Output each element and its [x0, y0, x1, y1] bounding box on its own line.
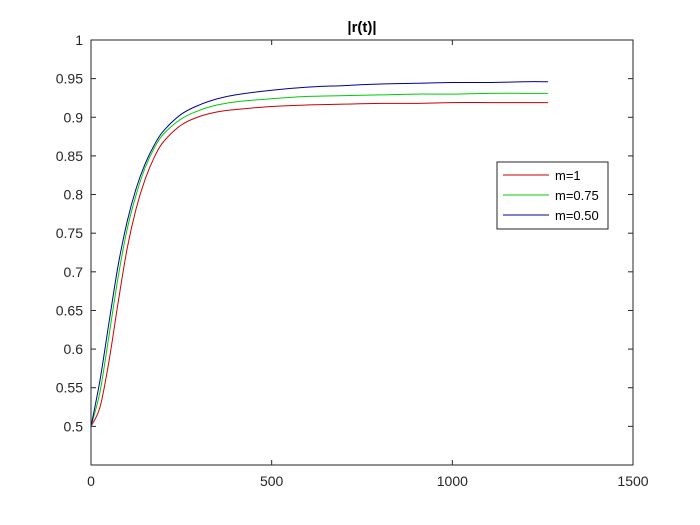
- legend-label-1: m=1: [555, 168, 581, 183]
- y-tick-label: 0.7: [64, 264, 84, 280]
- y-tick-label: 0.75: [56, 225, 83, 241]
- series-line-3: [90, 81, 549, 427]
- series-layer: [90, 81, 549, 427]
- y-tick-label: 1: [75, 32, 83, 48]
- chart-title: |r(t)|: [347, 19, 376, 36]
- y-tick-label: 0.95: [56, 71, 83, 87]
- y-tick-label: 0.9: [64, 109, 84, 125]
- legend: m=1 m=0.75 m=0.50: [496, 161, 609, 230]
- axis-layer: 0 500 1000 1500 0.5 0.55 0.6 0.65 0.7 0.75 0.8 0.85…: [56, 32, 649, 489]
- series-line-2: [90, 92, 549, 427]
- legend-label-2: m=0.75: [555, 188, 599, 203]
- y-tick-label: 0.85: [56, 148, 83, 164]
- plot-area: [91, 40, 633, 465]
- plot-frame: [90, 39, 634, 466]
- legend-label-3: m=0.50: [555, 208, 599, 223]
- x-tick-label: 0: [87, 473, 95, 489]
- y-tick-label: 0.55: [56, 380, 83, 396]
- y-tick-label: 0.8: [64, 187, 84, 203]
- y-tick-label: 0.6: [64, 341, 84, 357]
- x-tick-label: 1000: [437, 473, 468, 489]
- x-tick-label: 1500: [617, 473, 648, 489]
- x-tick-label: 500: [260, 473, 284, 489]
- y-tick-label: 0.65: [56, 302, 83, 318]
- series-line-1: [90, 102, 549, 427]
- y-tick-label: 0.5: [64, 418, 84, 434]
